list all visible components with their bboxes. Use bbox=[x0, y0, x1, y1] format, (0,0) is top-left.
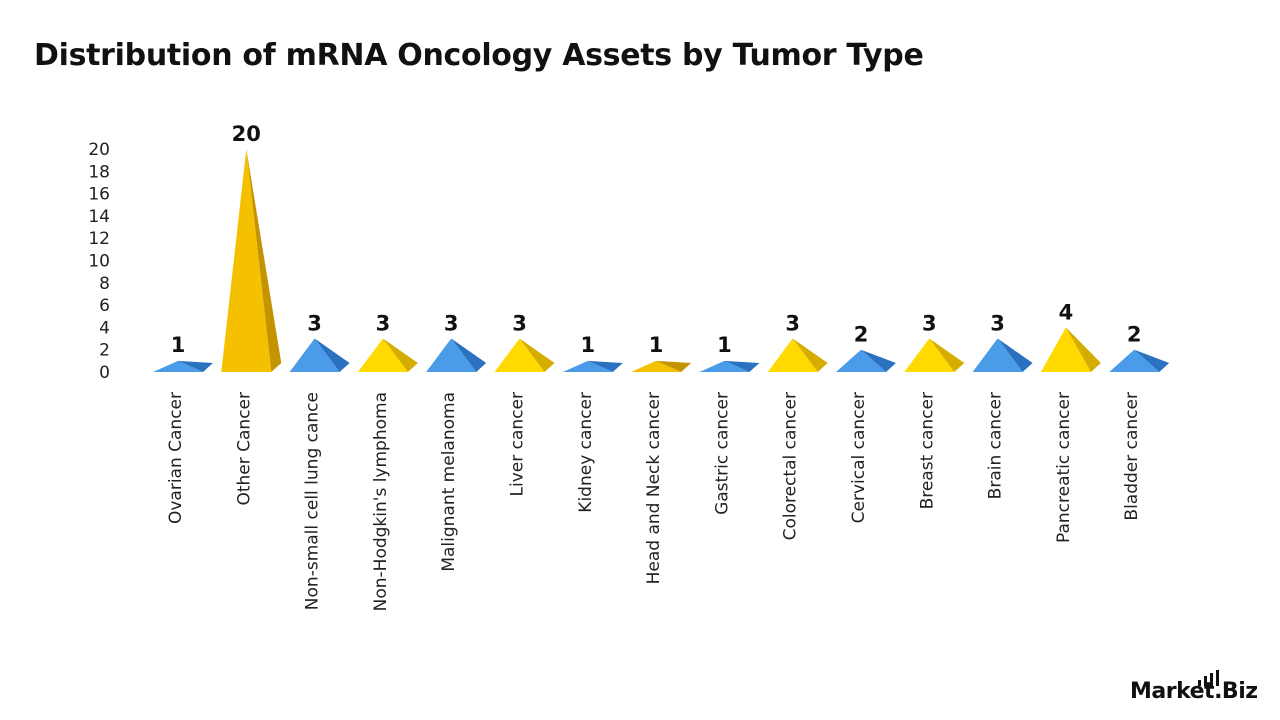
bar-5 bbox=[494, 338, 555, 372]
bar-front-face bbox=[289, 338, 340, 372]
bar-0 bbox=[153, 360, 213, 372]
data-label: 4 bbox=[1059, 300, 1074, 324]
bar-side-face bbox=[792, 338, 828, 372]
bar-side-face bbox=[587, 360, 623, 372]
x-tick-label: Head and Neck cancer bbox=[644, 392, 664, 584]
data-label: 1 bbox=[717, 333, 732, 357]
bar-side-face bbox=[519, 338, 555, 372]
x-tick-label: Colorectal cancer bbox=[781, 392, 801, 540]
bar-front-face bbox=[426, 338, 477, 372]
bar-side-face bbox=[656, 360, 692, 372]
bar-12 bbox=[972, 338, 1033, 372]
data-label: 3 bbox=[785, 312, 800, 336]
y-tick-label: 4 bbox=[99, 318, 110, 338]
bar-front-face bbox=[631, 360, 682, 372]
data-label: 20 bbox=[232, 122, 261, 146]
bar-front-face bbox=[836, 349, 886, 372]
bar-front-face bbox=[221, 149, 272, 372]
bar-side-face bbox=[724, 360, 760, 372]
bar-front-face bbox=[153, 360, 203, 372]
data-label: 3 bbox=[307, 312, 322, 336]
bar-side-face bbox=[178, 360, 213, 372]
bar-7 bbox=[631, 360, 692, 372]
bar-front-face bbox=[699, 360, 750, 372]
x-tick-label: Cervical cancer bbox=[849, 392, 869, 523]
bar-11 bbox=[904, 338, 965, 372]
x-tick-label: Breast cancer bbox=[917, 392, 937, 509]
data-label: 2 bbox=[1127, 323, 1142, 347]
data-labels-group: 1 20 3 3 3 3 1 1 1 3 2 3 3 4 2 bbox=[171, 122, 1142, 357]
bar-side-face bbox=[314, 338, 350, 372]
bar-side-face bbox=[1134, 349, 1170, 372]
data-label: 1 bbox=[171, 333, 186, 357]
bar-front-face bbox=[357, 338, 408, 372]
y-tick-label: 14 bbox=[88, 207, 110, 227]
data-label: 3 bbox=[990, 312, 1005, 336]
bar-side-face bbox=[1065, 327, 1101, 372]
bar-side-face bbox=[246, 149, 282, 372]
data-label: 1 bbox=[649, 333, 664, 357]
data-label: 3 bbox=[922, 312, 937, 336]
data-label: 3 bbox=[444, 312, 459, 336]
bar-6 bbox=[562, 360, 623, 372]
bars-group bbox=[153, 149, 1170, 372]
y-tick-label: 12 bbox=[88, 229, 110, 249]
bar-10 bbox=[836, 349, 896, 372]
x-tick-label: Pancreatic cancer bbox=[1054, 392, 1074, 543]
bar-front-face bbox=[1109, 349, 1160, 372]
bar-4 bbox=[426, 338, 487, 372]
bar-13 bbox=[1040, 327, 1101, 372]
bar-side-face bbox=[997, 338, 1033, 372]
bar-front-face bbox=[904, 338, 955, 372]
bar-front-face bbox=[767, 338, 818, 372]
y-tick-label: 2 bbox=[99, 341, 110, 361]
y-tick-label: 16 bbox=[88, 185, 110, 205]
bar-front-face bbox=[1040, 327, 1091, 372]
y-tick-label: 8 bbox=[99, 274, 110, 294]
bar-side-face bbox=[861, 349, 896, 372]
bar-front-face bbox=[494, 338, 545, 372]
bar-front-face bbox=[562, 360, 613, 372]
data-label: 1 bbox=[580, 333, 595, 357]
bar-3 bbox=[357, 338, 418, 372]
x-tick-label: Liver cancer bbox=[508, 392, 528, 496]
x-tick-label: Other Cancer bbox=[234, 392, 254, 506]
marketbiz-logo: Market.Biz bbox=[1130, 668, 1262, 708]
x-tick-label: Kidney cancer bbox=[576, 392, 596, 513]
x-tick-label: Non-small cell lung cance bbox=[303, 392, 323, 610]
bar-front-face bbox=[972, 338, 1023, 372]
x-tick-label: Gastric cancer bbox=[712, 392, 732, 515]
bar-9 bbox=[767, 338, 828, 372]
y-tick-label: 18 bbox=[88, 162, 110, 182]
data-label: 3 bbox=[512, 312, 527, 336]
bar-1 bbox=[221, 149, 282, 372]
chart-title: Distribution of mRNA Oncology Assets by … bbox=[34, 38, 924, 73]
y-tick-label: 0 bbox=[99, 363, 110, 383]
x-tick-label: Non-Hodgkin's lymphoma bbox=[371, 392, 391, 611]
bar-side-face bbox=[382, 338, 418, 372]
bar-side-face bbox=[451, 338, 487, 372]
x-tick-label: Ovarian Cancer bbox=[166, 392, 186, 524]
bar-2 bbox=[289, 338, 350, 372]
y-tick-label: 10 bbox=[88, 252, 110, 272]
bar-side-face bbox=[929, 338, 965, 372]
x-tick-label: Brain cancer bbox=[986, 392, 1006, 499]
bar-14 bbox=[1109, 349, 1170, 372]
x-tick-label: Malignant melanoma bbox=[439, 392, 459, 572]
x-axis: Ovarian Cancer Other Cancer Non-small cell… bbox=[166, 392, 1142, 611]
x-tick-label: Bladder cancer bbox=[1122, 392, 1142, 521]
data-label: 3 bbox=[376, 312, 391, 336]
logo-text: Market.Biz bbox=[1130, 679, 1258, 704]
y-tick-label: 6 bbox=[99, 296, 110, 316]
y-tick-label: 20 bbox=[88, 140, 110, 160]
data-label: 2 bbox=[854, 323, 869, 347]
signal-bars-icon bbox=[1198, 670, 1219, 686]
bar-8 bbox=[699, 360, 760, 372]
